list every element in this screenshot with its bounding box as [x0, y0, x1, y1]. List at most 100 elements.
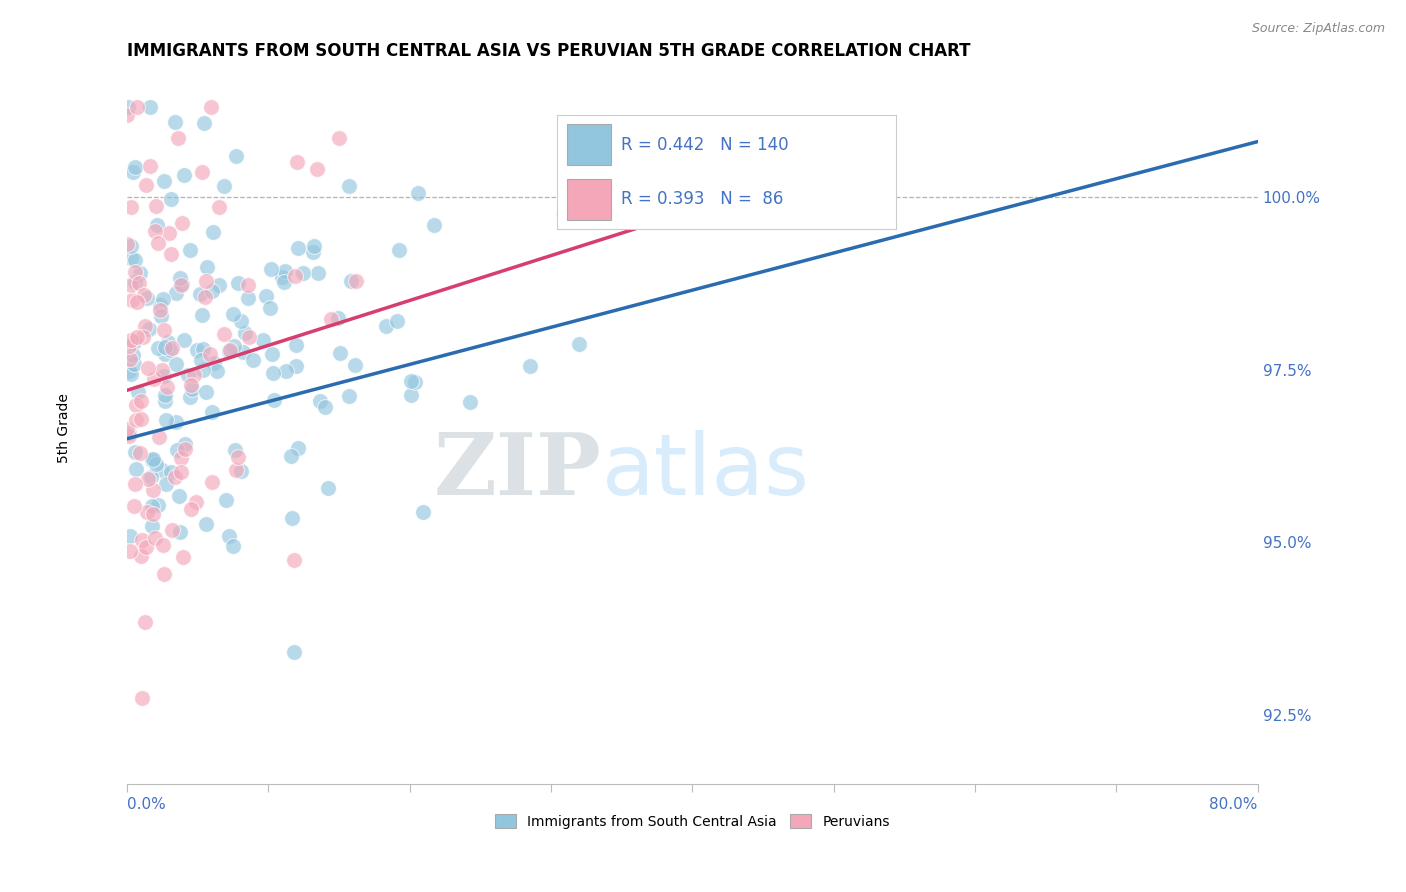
Point	[226, 450, 249, 464]
Point	[152, 538, 174, 552]
Point	[142, 507, 165, 521]
Point	[121, 293, 143, 308]
Point	[283, 645, 305, 659]
Point	[273, 276, 295, 290]
Point	[136, 291, 159, 305]
Point	[307, 266, 329, 280]
Point	[259, 301, 281, 315]
Point	[197, 260, 219, 275]
Point	[595, 200, 617, 214]
Point	[153, 174, 176, 188]
Point	[139, 469, 162, 483]
Point	[343, 359, 366, 373]
Point	[190, 308, 212, 322]
Point	[118, 429, 141, 443]
Point	[127, 100, 149, 114]
Point	[118, 364, 141, 378]
Point	[180, 502, 202, 516]
Point	[122, 358, 145, 372]
Point	[129, 549, 152, 563]
Point	[139, 100, 162, 114]
Point	[190, 352, 212, 367]
Point	[222, 307, 245, 321]
Point	[153, 340, 176, 354]
Point	[284, 359, 307, 373]
Point	[160, 465, 183, 479]
Point	[173, 168, 195, 182]
Point	[121, 251, 143, 265]
Point	[262, 366, 284, 380]
Point	[163, 114, 186, 128]
Point	[287, 442, 309, 456]
Point	[160, 524, 183, 538]
Point	[183, 368, 205, 383]
Text: 80.0%: 80.0%	[1209, 797, 1258, 812]
Point	[125, 462, 148, 476]
Point	[142, 372, 165, 386]
Point	[519, 359, 541, 373]
Point	[305, 161, 328, 176]
Point	[141, 518, 163, 533]
Point	[129, 446, 152, 460]
Point	[208, 200, 231, 214]
Point	[125, 330, 148, 344]
Point	[200, 100, 222, 114]
Point	[252, 333, 274, 347]
Text: atlas: atlas	[602, 430, 810, 513]
Point	[309, 393, 332, 408]
Point	[191, 342, 214, 356]
Point	[139, 160, 162, 174]
Text: ZIP: ZIP	[434, 429, 602, 513]
Point	[195, 274, 218, 288]
Point	[135, 540, 157, 554]
Point	[156, 334, 179, 349]
Point	[231, 314, 253, 328]
Point	[174, 437, 197, 451]
Text: IMMIGRANTS FROM SOUTH CENTRAL ASIA VS PERUVIAN 5TH GRADE CORRELATION CHART: IMMIGRANTS FROM SOUTH CENTRAL ASIA VS PE…	[127, 42, 970, 60]
Point	[319, 312, 342, 326]
Point	[167, 131, 190, 145]
Point	[143, 532, 166, 546]
Point	[165, 286, 187, 301]
Point	[179, 244, 201, 258]
Point	[224, 338, 246, 352]
Point	[218, 344, 240, 359]
Point	[280, 449, 302, 463]
Point	[224, 443, 246, 458]
Point	[236, 278, 259, 293]
Point	[339, 389, 361, 403]
Point	[118, 339, 141, 353]
Point	[134, 615, 156, 630]
Point	[238, 329, 260, 343]
Point	[146, 341, 169, 355]
Point	[120, 239, 142, 253]
Point	[163, 470, 186, 484]
Point	[146, 499, 169, 513]
Point	[125, 413, 148, 427]
Point	[153, 388, 176, 402]
Point	[388, 244, 411, 258]
Point	[124, 477, 146, 491]
Point	[149, 309, 172, 323]
Point	[226, 277, 249, 291]
Point	[399, 374, 422, 388]
Point	[284, 269, 307, 284]
Point	[142, 483, 165, 497]
Point	[157, 226, 180, 240]
Point	[132, 329, 155, 343]
Point	[166, 442, 188, 457]
Text: Source: ZipAtlas.com: Source: ZipAtlas.com	[1251, 22, 1385, 36]
Point	[254, 289, 277, 303]
Point	[155, 412, 177, 426]
Point	[115, 108, 138, 122]
Point	[198, 347, 221, 361]
Point	[458, 394, 481, 409]
Point	[125, 295, 148, 310]
Point	[201, 405, 224, 419]
Point	[155, 394, 177, 409]
Point	[270, 270, 292, 285]
Point	[200, 284, 222, 298]
Point	[128, 266, 150, 280]
Point	[122, 335, 145, 350]
Point	[136, 505, 159, 519]
